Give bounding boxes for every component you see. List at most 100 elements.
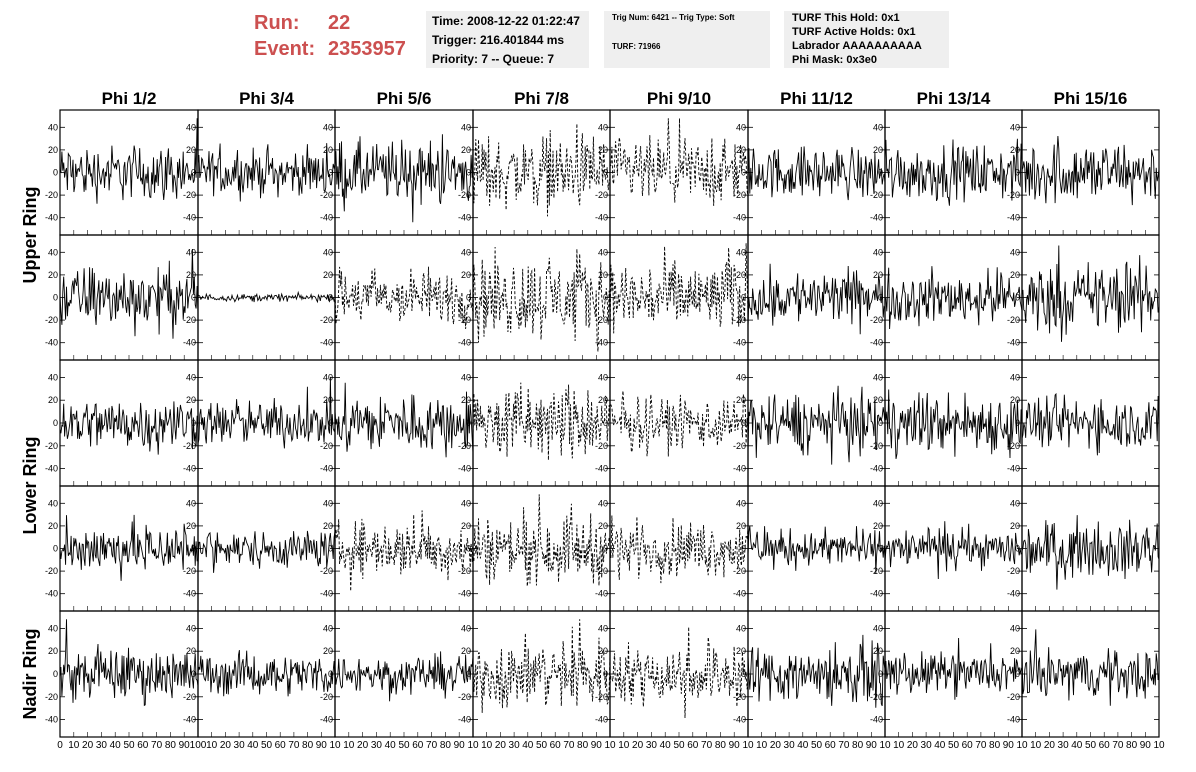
waveform-trace — [884, 637, 1023, 700]
y-tick-label: 40 — [323, 498, 333, 508]
y-tick-label: 40 — [598, 247, 608, 257]
x-tick-label: 50 — [536, 740, 548, 751]
trigger-text: Trigger: 216.401844 ms — [432, 33, 565, 47]
y-tick-label: 0 — [603, 544, 608, 554]
x-tick-label: 80 — [440, 740, 452, 751]
x-tick-label: 50 — [123, 740, 135, 751]
x-tick-label: 10 — [343, 740, 355, 751]
y-tick-label: 0 — [878, 293, 883, 303]
y-tick-label: 40 — [186, 623, 196, 633]
y-tick-label: 0 — [466, 544, 471, 554]
x-tick-label: 40 — [660, 740, 672, 751]
y-tick-label: 40 — [461, 247, 471, 257]
y-tick-label: 0 — [466, 293, 471, 303]
y-tick-label: 20 — [186, 646, 196, 656]
x-tick-label: 20 — [907, 740, 919, 751]
y-tick-label: -20 — [458, 315, 471, 325]
x-tick-label: 100 — [190, 740, 207, 751]
y-tick-label: -20 — [595, 441, 608, 451]
y-tick-label: -40 — [595, 213, 608, 223]
y-tick-label: 20 — [1010, 145, 1020, 155]
x-tick-label: 10 — [618, 740, 630, 751]
y-tick-label: 40 — [1010, 498, 1020, 508]
run-event-info: Run: 22 Event: 2353957 — [254, 10, 406, 62]
x-tick-label: 20 — [357, 740, 369, 751]
x-tick-label: 30 — [646, 740, 658, 751]
x-tick-label: 80 — [715, 740, 727, 751]
y-tick-label: 20 — [736, 395, 746, 405]
x-tick-label: 60 — [825, 740, 837, 751]
y-tick-label: 20 — [598, 646, 608, 656]
y-tick-label: 40 — [736, 247, 746, 257]
y-tick-label: 40 — [48, 122, 58, 132]
labrador-text: Labrador AAAAAAAAAA — [792, 40, 922, 52]
y-tick-label: 20 — [48, 646, 58, 656]
x-tick-label: 70 — [151, 740, 163, 751]
y-tick-label: -20 — [183, 692, 196, 702]
y-tick-label: -40 — [733, 338, 746, 348]
x-tick-label: 90 — [454, 740, 466, 751]
x-tick-label: 80 — [302, 740, 314, 751]
waveform-trace — [1021, 629, 1160, 706]
x-tick-label: 20 — [82, 740, 94, 751]
waveform-trace — [1021, 135, 1160, 206]
x-tick-label: 20 — [632, 740, 644, 751]
column-header: Phi 13/14 — [917, 89, 991, 108]
x-tick-label: 10 — [329, 740, 341, 751]
x-tick-label: 90 — [1140, 740, 1152, 751]
x-tick-label: 40 — [934, 740, 946, 751]
x-tick-label: 80 — [165, 740, 177, 751]
y-tick-label: 0 — [466, 418, 471, 428]
y-tick-label: 20 — [598, 145, 608, 155]
y-tick-label: -20 — [1007, 190, 1020, 200]
y-tick-label: 40 — [323, 372, 333, 382]
y-tick-label: 40 — [1010, 122, 1020, 132]
y-tick-label: -40 — [1007, 213, 1020, 223]
y-tick-label: 20 — [736, 145, 746, 155]
y-tick-label: -20 — [45, 315, 58, 325]
x-tick-label: 50 — [811, 740, 823, 751]
waveform-trace — [1021, 245, 1160, 342]
y-tick-label: -20 — [733, 566, 746, 576]
ring-label: Nadir Ring — [20, 628, 40, 719]
x-tick-label: 20 — [770, 740, 782, 751]
y-tick-label: 40 — [186, 247, 196, 257]
y-tick-label: 40 — [186, 122, 196, 132]
x-tick-label: 70 — [563, 740, 575, 751]
y-tick-label: -20 — [320, 692, 333, 702]
y-tick-label: -20 — [183, 315, 196, 325]
y-tick-label: 20 — [736, 270, 746, 280]
y-tick-label: -40 — [870, 213, 883, 223]
y-tick-label: 0 — [878, 168, 883, 178]
y-tick-label: -20 — [870, 692, 883, 702]
time-text: Time: 2008-12-22 01:22:47 — [432, 14, 580, 28]
y-tick-label: 40 — [323, 247, 333, 257]
x-tick-label: 50 — [398, 740, 410, 751]
y-tick-label: 20 — [873, 521, 883, 531]
x-tick-label: 10 — [1153, 740, 1165, 751]
y-tick-label: 40 — [873, 498, 883, 508]
y-tick-label: 20 — [186, 521, 196, 531]
y-tick-label: -20 — [1007, 566, 1020, 576]
waveform-trace — [609, 118, 749, 206]
y-tick-label: 40 — [48, 623, 58, 633]
y-tick-label: -20 — [45, 566, 58, 576]
x-tick-label: 60 — [1099, 740, 1111, 751]
y-tick-label: -40 — [458, 338, 471, 348]
phi-mask-text: Phi Mask: 0x3e0 — [792, 54, 877, 66]
y-tick-label: 0 — [191, 168, 196, 178]
x-tick-label: 10 — [467, 740, 479, 751]
waveform-trace — [884, 138, 1023, 206]
y-tick-label: 0 — [191, 293, 196, 303]
y-tick-label: 40 — [598, 122, 608, 132]
x-tick-label: 40 — [110, 740, 122, 751]
y-tick-label: 40 — [1010, 623, 1020, 633]
waveform-trace — [1021, 392, 1160, 456]
y-tick-label: -20 — [183, 441, 196, 451]
y-tick-label: 40 — [48, 247, 58, 257]
y-tick-label: -20 — [320, 566, 333, 576]
waveform-trace — [1021, 515, 1160, 590]
y-tick-label: -20 — [183, 190, 196, 200]
y-tick-label: -40 — [45, 338, 58, 348]
